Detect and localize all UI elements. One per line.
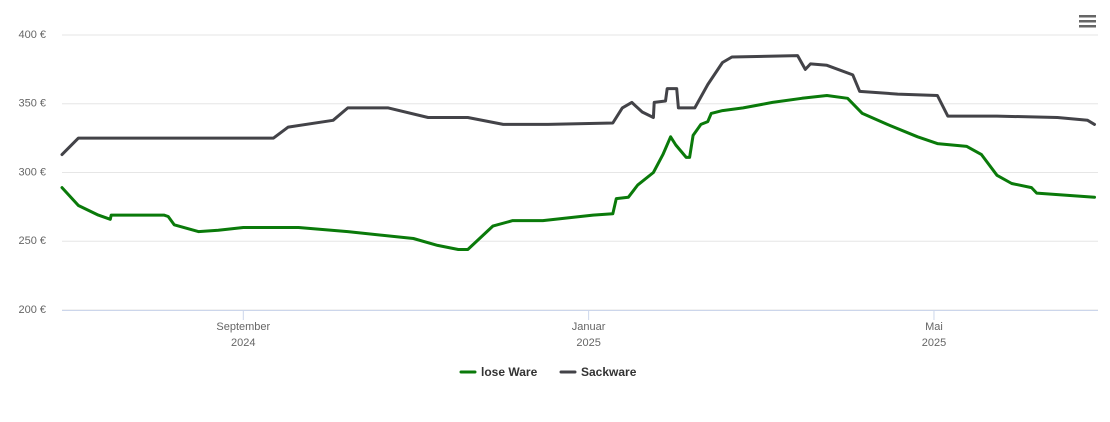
y-tick-label: 250 € — [18, 235, 46, 247]
x-tick-label: Januar 2025 — [571, 321, 606, 349]
y-tick-label: 300 € — [18, 166, 46, 178]
series-line — [60, 94, 1096, 251]
menu-bar — [1079, 20, 1096, 23]
y-tick-label: 400 € — [18, 29, 46, 41]
y-tick-label: 200 € — [18, 304, 46, 316]
menu-icon[interactable] — [1079, 15, 1096, 28]
legend-label: Sackware — [581, 365, 637, 379]
series-line — [60, 54, 1096, 157]
y-tick-label: 350 € — [18, 98, 46, 110]
menu-bar — [1079, 15, 1096, 18]
x-tick-label: September 2024 — [216, 321, 271, 349]
x-tick-label: Mai 2025 — [921, 321, 947, 349]
menu-bar — [1079, 25, 1096, 28]
legend-label: lose Ware — [481, 365, 538, 379]
